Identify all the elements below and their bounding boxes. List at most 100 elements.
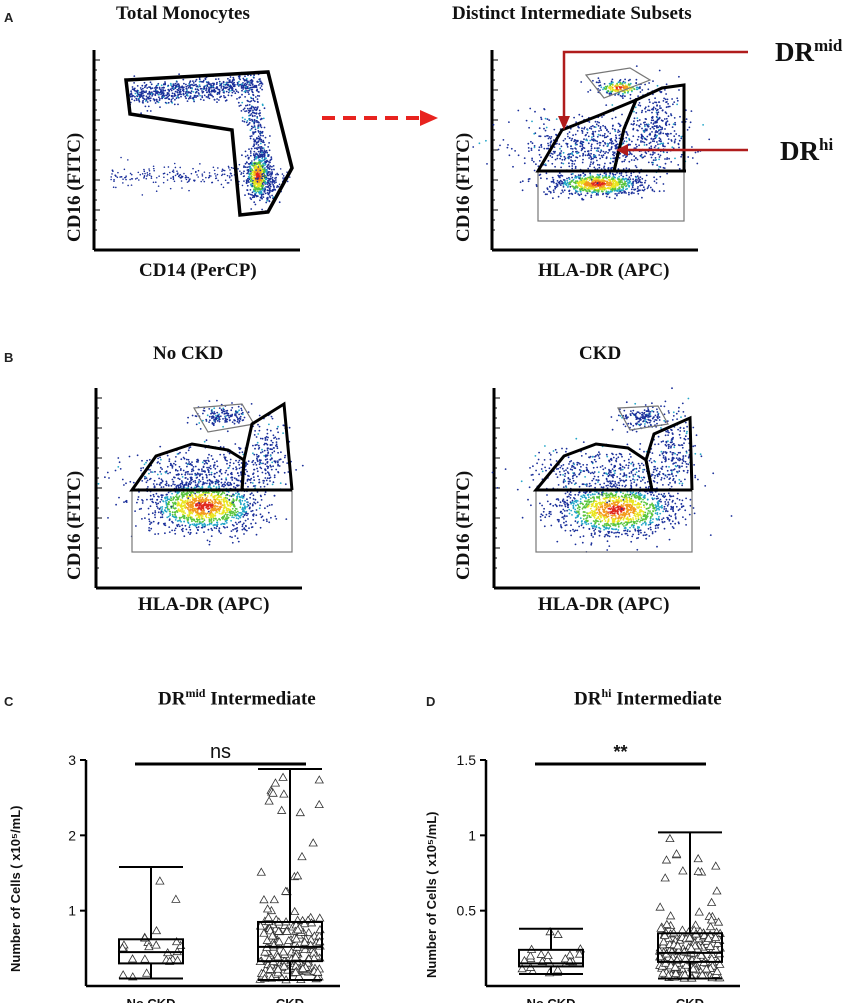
event-dot [267,154,270,156]
event-dot [221,516,224,518]
event-dot [184,499,187,502]
event-dot [568,162,570,165]
event-dot [629,89,631,91]
event-dot [621,177,624,180]
event-dot [627,178,630,181]
event-dot [563,158,566,161]
event-dot [263,152,266,155]
event-dot [183,510,185,512]
event-dot [181,510,184,512]
event-dot [259,151,262,154]
event-dot [595,149,598,152]
event-dot [243,514,246,517]
event-dot [599,126,602,128]
event-dot [171,511,174,514]
event-dot [131,94,134,97]
event-dot [635,65,638,67]
event-dot [651,131,653,133]
event-dot [129,178,131,181]
event-dot [539,173,542,176]
event-dot [654,97,656,100]
event-dot [671,146,674,149]
event-dot [260,85,263,87]
event-dot [180,473,183,476]
event-dot [140,88,143,91]
event-dot [253,121,256,124]
event-dot [636,138,639,141]
event-dot [612,181,615,184]
event-dot [194,84,197,86]
event-dot [243,79,246,82]
event-dot [135,99,138,101]
event-dot [213,98,216,101]
event-dot [135,97,138,100]
event-dot [178,84,180,87]
event-dot [508,154,511,157]
event-dot [569,185,572,188]
event-dot [171,513,174,516]
event-dot [252,126,255,129]
event-dot [248,148,250,150]
event-dot [220,95,223,98]
event-dot [590,187,592,189]
event-dot [151,498,154,501]
event-dot [665,83,668,86]
event-dot [184,176,187,179]
event-dot [635,82,638,84]
event-dot [676,97,679,100]
event-dot [181,515,184,518]
event-dot [628,160,631,163]
event-dot [636,119,639,122]
event-dot [259,155,262,158]
event-dot [189,95,192,97]
event-dot [168,98,171,101]
event-dot [598,154,601,156]
event-dot [178,91,181,93]
event-dot [658,165,661,168]
event-dot [241,495,243,497]
event-dot [223,95,225,97]
event-dot [675,133,678,135]
event-dot [264,163,267,166]
event-dot [651,111,653,114]
event-dot [218,529,220,532]
event-dot [184,524,187,527]
event-dot [245,180,248,183]
event-dot [219,502,221,504]
event-dot [609,172,611,174]
event-dot [245,79,248,82]
event-dot [223,503,226,506]
event-dot [653,152,656,154]
event-dot [199,87,202,90]
event-dot [248,82,251,84]
monocyte-gate [124,70,294,217]
event-dot [560,162,563,164]
event-dot [592,135,595,138]
event-dot [217,179,219,182]
event-dot [615,189,618,192]
event-dot [188,179,191,181]
event-dot [664,89,666,91]
event-dot [540,116,542,119]
event-dot [657,118,660,120]
event-dot [592,191,595,194]
event-dot [656,113,659,116]
event-dot [231,507,234,510]
event-dot [647,186,650,188]
event-dot [202,517,205,520]
event-dot [657,143,659,146]
event-dot [229,502,231,505]
event-dot [666,120,669,123]
event-dot [166,179,169,181]
event-dot [196,528,199,531]
event-dot [220,523,223,526]
event-dot [620,83,623,85]
event-dot [559,184,562,187]
event-dot [210,506,212,508]
event-dot [217,78,220,80]
event-dot [574,189,577,192]
event-dot [216,93,219,96]
event-dot [194,80,197,83]
event-dot [244,505,246,508]
event-dot [159,501,162,503]
